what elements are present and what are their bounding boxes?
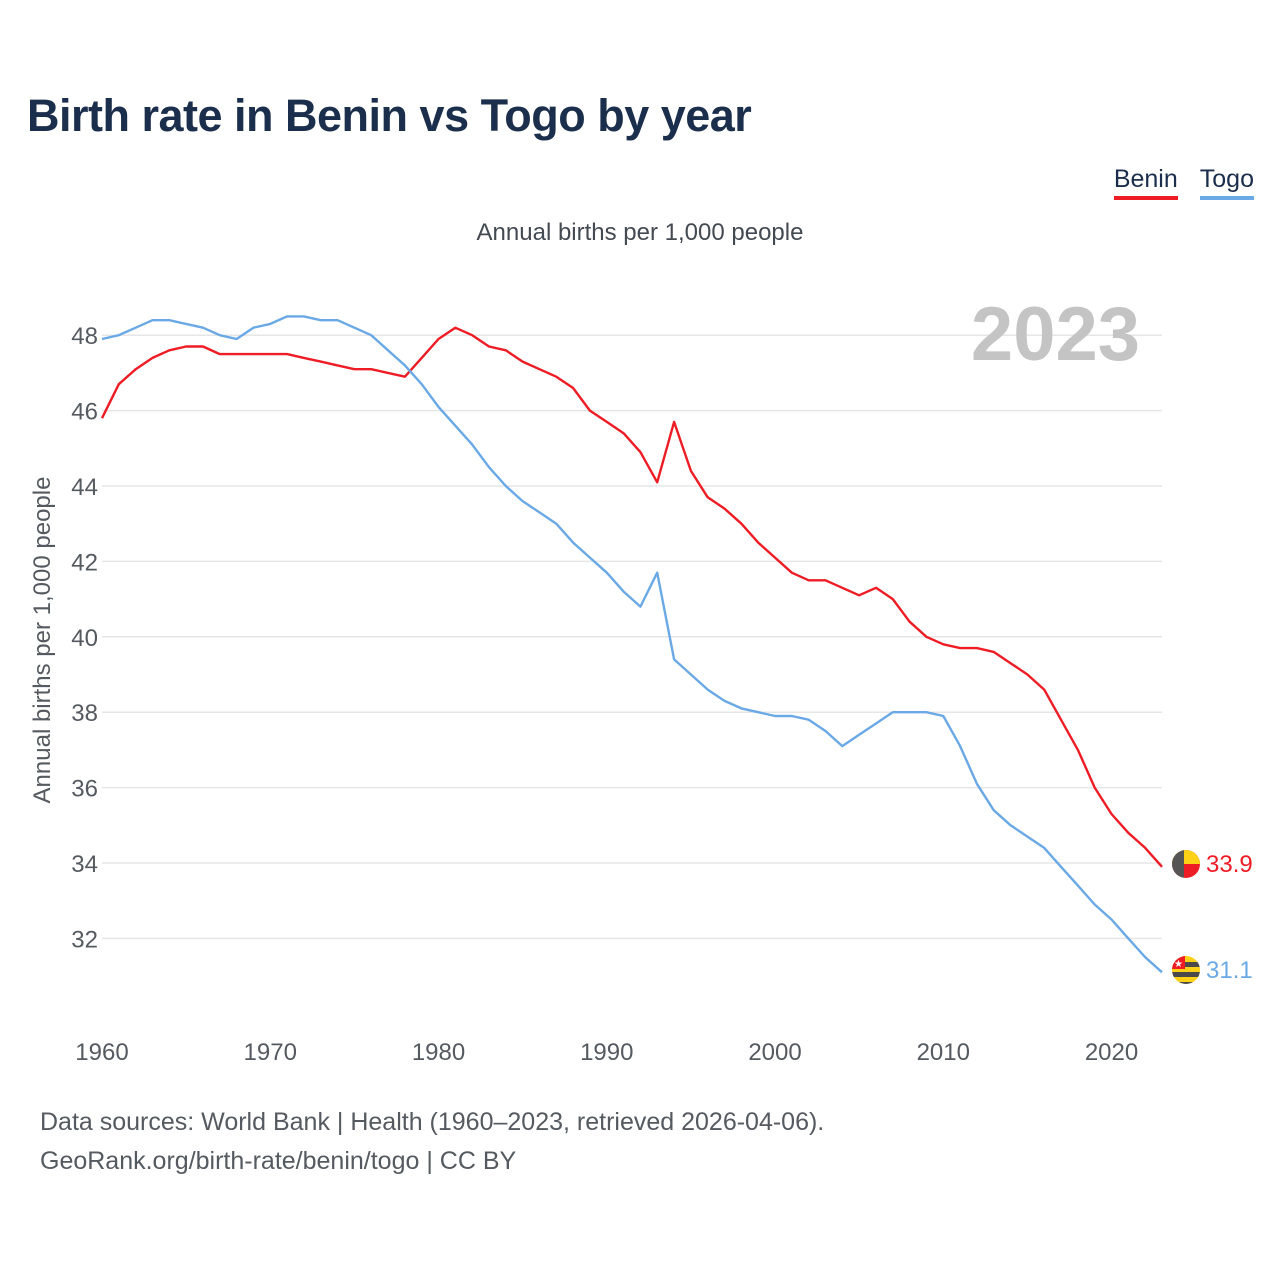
series-line-togo (101, 315, 1163, 974)
svg-text:★: ★ (1174, 959, 1183, 970)
y-tick-label: 38 (71, 700, 98, 727)
togo-end-label: 31.1 (1206, 957, 1253, 984)
y-tick-label: 32 (71, 926, 98, 953)
benin-flag-icon (1172, 850, 1200, 878)
x-tick-label: 1980 (412, 1039, 465, 1066)
y-tick-label: 46 (71, 399, 98, 426)
y-tick-label: 48 (71, 323, 98, 350)
grid-lines (102, 334, 1162, 940)
end-markers: ★ 33.9 31.1 (1172, 850, 1253, 984)
benin-end-label: 33.9 (1206, 851, 1253, 878)
series-lines (100, 315, 1163, 974)
legend-item-togo[interactable]: Togo (1199, 165, 1254, 200)
series-line-benin (100, 326, 1163, 868)
x-tick-label: 1990 (580, 1039, 633, 1066)
x-tick-label: 2000 (748, 1039, 801, 1066)
y-tick-label: 34 (71, 851, 98, 878)
y-axis-ticks: 32 34 36 38 40 42 44 46 48 (71, 323, 98, 953)
x-tick-label: 2020 (1085, 1039, 1138, 1066)
x-tick-label: 1960 (75, 1039, 128, 1066)
x-tick-label: 1970 (244, 1039, 297, 1066)
togo-flag-icon: ★ (1172, 956, 1200, 984)
year-label: 2023 (971, 292, 1140, 377)
line-chart: Annual births per 1,000 people 32 34 36 38 4… (29, 219, 1253, 1066)
x-tick-label: 2010 (917, 1039, 970, 1066)
y-tick-label: 44 (71, 474, 98, 501)
y-tick-label: 40 (71, 625, 98, 652)
x-axis-ticks: 1960 1970 1980 1990 2000 2010 2020 (75, 1039, 1138, 1066)
footer: Data sources: World Bank | Health (1960–… (40, 1103, 824, 1181)
y-tick-label: 42 (71, 549, 98, 576)
chart-subtitle: Annual births per 1,000 people (477, 219, 804, 246)
y-axis-label: Annual births per 1,000 people (29, 477, 56, 804)
data-sources: Data sources: World Bank | Health (1960–… (40, 1108, 825, 1136)
chart-title: Birth rate in Benin vs Togo by year (27, 90, 752, 141)
legend-item-benin[interactable]: Benin (1113, 165, 1178, 200)
y-tick-label: 36 (71, 776, 98, 803)
credit-link[interactable]: GeoRank.org/birth-rate/benin/togo | CC B… (40, 1147, 517, 1175)
legend: Benin Togo (1113, 165, 1254, 200)
